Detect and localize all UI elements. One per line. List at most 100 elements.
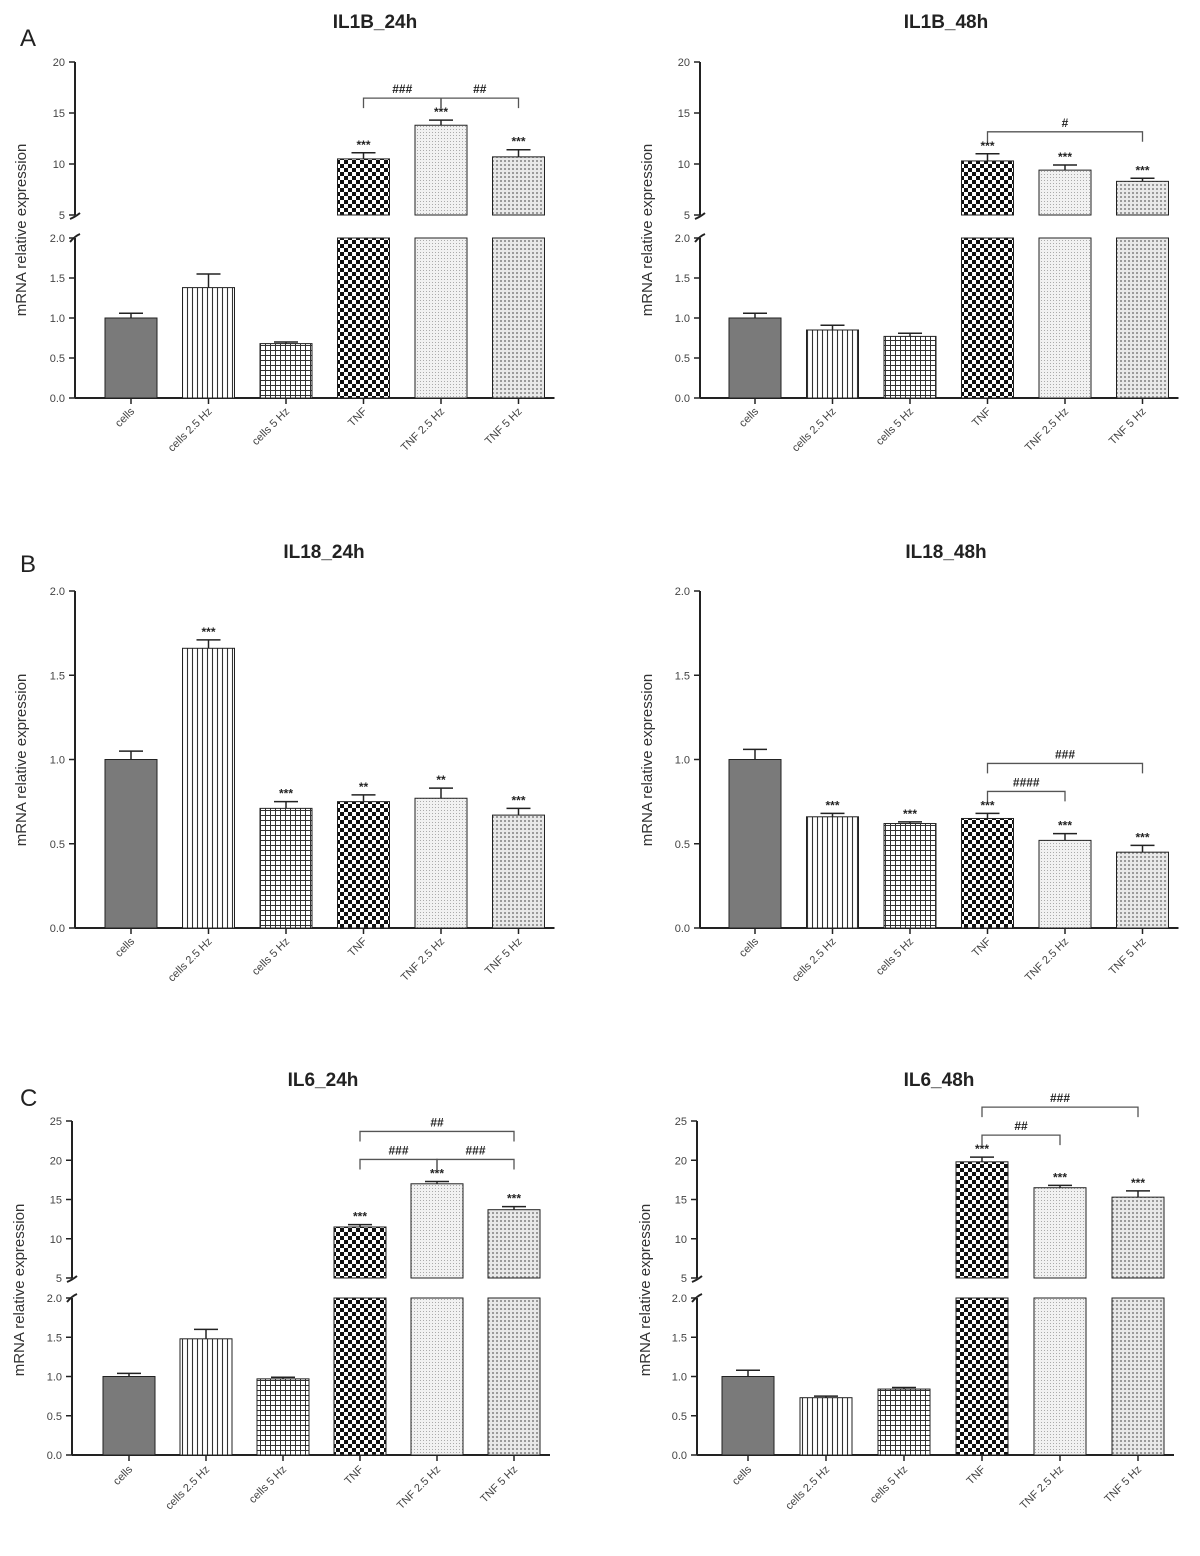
significance-marker: *** xyxy=(975,1142,989,1156)
bar xyxy=(333,1226,387,1279)
chart-il1b-24h: IL1B_24h mRNA relative expression 0.0 0.5 1.… xyxy=(13,12,555,454)
bar xyxy=(487,1209,541,1279)
y-tick-label: 1.5 xyxy=(672,1332,687,1344)
y-tick-label: 1.0 xyxy=(50,313,65,325)
chart-il1b-48h: IL1B_48h mRNA relative expression 0.0 0.5 1.… xyxy=(639,12,1179,454)
category-label: TNF 5 Hz xyxy=(483,936,525,978)
bar-lower-segment xyxy=(337,237,390,399)
chart-title: IL1B_24h xyxy=(333,12,417,33)
significance-marker: *** xyxy=(903,807,917,821)
bracket-label: # xyxy=(1062,116,1069,130)
category-label: TNF xyxy=(346,935,370,959)
bracket-label: ### xyxy=(1050,1091,1070,1105)
category-label: cells 5 Hz xyxy=(247,1464,289,1506)
significance-marker: *** xyxy=(507,1192,521,1206)
bar-lower-segment xyxy=(492,237,545,399)
bar-lower-segment xyxy=(955,1297,1009,1456)
y-tick-label: 0.5 xyxy=(672,1411,687,1423)
y-axis-label: mRNA relative expression xyxy=(637,1204,654,1377)
axis-break-mark xyxy=(691,1275,703,1283)
category-label: cells 2.5 Hz xyxy=(166,406,215,455)
y-tick-label: 1.0 xyxy=(675,755,690,767)
y-tick-label: 0.5 xyxy=(47,1411,62,1423)
bar xyxy=(799,1397,853,1456)
category-label: cells 5 Hz xyxy=(874,936,916,978)
chart-title: IL6_24h xyxy=(288,1070,359,1091)
bar xyxy=(883,823,937,929)
bar-lower-segment xyxy=(1116,237,1169,399)
y-tick-label: 15 xyxy=(675,1195,687,1207)
bar xyxy=(806,816,859,929)
axis-break-mark xyxy=(691,1293,703,1303)
category-label: cells xyxy=(737,935,761,959)
y-tick-label: 10 xyxy=(678,159,690,171)
y-tick-label: 1.5 xyxy=(675,670,690,682)
y-tick-label: 5 xyxy=(681,1273,687,1285)
y-tick-label: 0.5 xyxy=(50,353,65,365)
bar xyxy=(1116,851,1169,929)
category-label: cells 5 Hz xyxy=(874,406,916,448)
chart-title: IL18_24h xyxy=(283,542,364,563)
category-label: TNF 2.5 Hz xyxy=(1018,1464,1066,1512)
bar xyxy=(1033,1187,1087,1279)
y-tick-label: 0.0 xyxy=(675,923,690,935)
bar xyxy=(259,807,313,929)
axis-break-mark xyxy=(69,212,81,220)
y-tick-label: 10 xyxy=(53,159,65,171)
significance-marker: *** xyxy=(1058,150,1072,164)
y-tick-label: 1.0 xyxy=(675,313,690,325)
bar xyxy=(182,647,235,929)
bar xyxy=(179,1338,233,1456)
y-tick-label: 1.5 xyxy=(50,670,65,682)
y-tick-label: 0.0 xyxy=(47,1450,62,1462)
category-label: TNF 5 Hz xyxy=(1107,406,1149,448)
bar xyxy=(883,335,937,399)
significance-marker: *** xyxy=(1131,1176,1145,1190)
bar-lower-segment xyxy=(410,1297,464,1456)
y-tick-label: 2.0 xyxy=(675,233,690,245)
bar xyxy=(410,1183,464,1279)
bar xyxy=(337,801,390,929)
significance-marker: *** xyxy=(430,1166,444,1180)
significance-marker: *** xyxy=(1053,1170,1067,1184)
chart-title: IL6_48h xyxy=(904,1070,975,1091)
bar xyxy=(492,156,545,216)
y-tick-label: 5 xyxy=(684,210,690,222)
category-label: cells 5 Hz xyxy=(250,406,292,448)
category-label: cells 2.5 Hz xyxy=(166,936,215,985)
category-label: TNF 2.5 Hz xyxy=(395,1464,443,1512)
y-tick-label: 0.0 xyxy=(672,1450,687,1462)
chart-il18-24h: IL18_24h mRNA relative expression 0.0 0.5 1.… xyxy=(13,542,555,984)
category-label: cells 5 Hz xyxy=(868,1464,910,1506)
category-label: cells 2.5 Hz xyxy=(783,1464,832,1513)
significance-marker: *** xyxy=(279,787,293,801)
bracket-label: #### xyxy=(1013,775,1040,789)
bar xyxy=(104,759,158,929)
significance-marker: *** xyxy=(1135,830,1149,844)
category-label: cells xyxy=(737,405,761,429)
bracket-label: ### xyxy=(465,1143,485,1157)
axis-break-mark xyxy=(66,1293,78,1303)
y-tick-label: 0.5 xyxy=(675,839,690,851)
axis-break-mark xyxy=(66,1275,78,1283)
y-tick-label: 0.5 xyxy=(675,353,690,365)
significance-marker: *** xyxy=(353,1210,367,1224)
panel-letter-b: B xyxy=(20,551,36,578)
y-tick-label: 0.0 xyxy=(50,923,65,935)
y-tick-label: 2.0 xyxy=(50,233,65,245)
bar xyxy=(728,759,782,929)
significance-marker: *** xyxy=(201,625,215,639)
bar xyxy=(256,1378,310,1456)
significance-marker: ** xyxy=(359,780,369,794)
y-axis-label: mRNA relative expression xyxy=(639,674,656,847)
chart-il6-24h: IL6_24h mRNA relative expression 0.0 0.5 1.0… xyxy=(11,1070,550,1512)
significance-bracket xyxy=(359,1130,515,1142)
panel-letter-a: A xyxy=(20,25,36,52)
significance-bracket xyxy=(981,1134,1061,1146)
y-tick-label: 1.5 xyxy=(47,1332,62,1344)
category-label: TNF 2.5 Hz xyxy=(1023,406,1071,454)
bracket-label: ### xyxy=(388,1143,408,1157)
category-label: cells xyxy=(113,405,137,429)
bar xyxy=(806,329,859,399)
significance-marker: *** xyxy=(1135,163,1149,177)
